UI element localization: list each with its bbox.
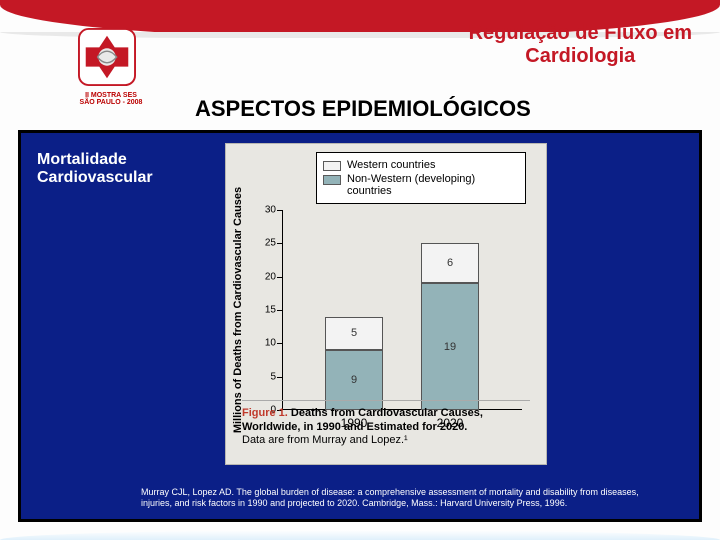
caption-figure: Figure 1.	[242, 407, 288, 419]
header-title-line2: Cardiologia	[525, 45, 635, 67]
y-tick-label: 10	[246, 338, 276, 349]
y-tick-label: 20	[246, 271, 276, 282]
slide: Regulação de Fluxo em Cardiologia II MOS…	[0, 0, 720, 540]
chart-ylabel: Millions of Deaths from Cardiovascular C…	[232, 187, 244, 433]
y-tick	[277, 310, 282, 311]
y-tick	[277, 243, 282, 244]
footer-swoosh	[0, 530, 720, 540]
content-panel: Mortalidade Cardiovascular Western count…	[18, 130, 702, 522]
y-tick	[277, 277, 282, 278]
logo-icon	[78, 28, 136, 86]
section-title: ASPECTOS EPIDEMIOLÓGICOS	[195, 96, 531, 122]
logo-subtitle: II MOSTRA SES SÃO PAULO - 2008	[56, 92, 166, 106]
header-title: Regulação de Fluxo em Cardiologia	[469, 22, 692, 68]
logo-sub-line1: II MOSTRA SES	[85, 92, 137, 99]
chart-panel: Western countries Non-Western (developin…	[225, 143, 547, 465]
y-tick-label: 30	[246, 205, 276, 216]
y-tick	[277, 377, 282, 378]
chart-caption: Figure 1. Deaths from Cardiovascular Cau…	[242, 400, 530, 448]
y-tick	[277, 343, 282, 344]
legend-label-nonwestern: Non-Western (developing) countries	[347, 173, 519, 197]
y-tick-label: 15	[246, 305, 276, 316]
caption-sub: Data are from Murray and Lopez.¹	[242, 434, 408, 446]
bar-seg-western: 6	[421, 243, 479, 283]
legend-label-western: Western countries	[347, 159, 435, 171]
chart-plot: Millions of Deaths from Cardiovascular C…	[282, 210, 522, 410]
header-title-line1: Regulação de Fluxo em	[469, 22, 692, 44]
y-tick-label: 5	[246, 371, 276, 382]
side-label-line1: Mortalidade	[37, 151, 127, 168]
legend-item: Western countries	[323, 159, 519, 171]
chart-inner: Western countries Non-Western (developin…	[234, 152, 538, 456]
legend-item: Non-Western (developing) countries	[323, 173, 519, 197]
citation: Murray CJL, Lopez AD. The global burden …	[141, 487, 669, 509]
bar-seg-western: 5	[325, 317, 383, 350]
legend-swatch-nonwestern	[323, 175, 341, 185]
bar-group: 1962020	[421, 243, 479, 410]
side-label-line2: Cardiovascular	[37, 169, 153, 186]
y-tick-label: 25	[246, 238, 276, 249]
legend-swatch-western	[323, 161, 341, 171]
side-label: Mortalidade Cardiovascular	[37, 151, 197, 188]
y-axis	[282, 210, 283, 410]
bar-group: 951990	[325, 317, 383, 410]
bar-seg-nonwestern: 19	[421, 283, 479, 410]
chart-legend: Western countries Non-Western (developin…	[316, 152, 526, 204]
logo-sub-line2: SÃO PAULO - 2008	[80, 99, 143, 106]
y-tick	[277, 210, 282, 211]
